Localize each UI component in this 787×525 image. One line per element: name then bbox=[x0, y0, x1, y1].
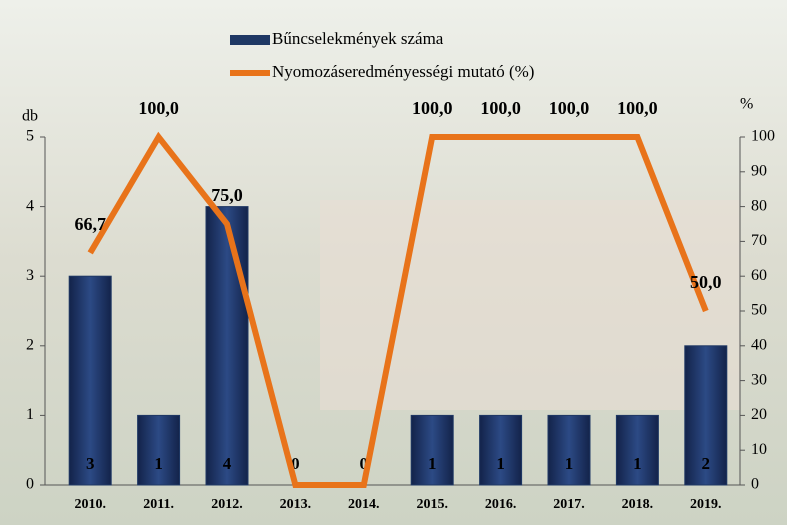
bar bbox=[137, 414, 181, 486]
bar-label: 1 bbox=[496, 454, 505, 473]
line-label: 75,0 bbox=[211, 185, 243, 205]
x-tick-label: 2017. bbox=[553, 497, 585, 512]
legend-swatch bbox=[230, 35, 270, 45]
line-label: 100,0 bbox=[138, 98, 179, 118]
y-tick-label: 1 bbox=[26, 406, 34, 423]
x-tick-label: 2018. bbox=[622, 497, 654, 512]
y-tick-label: 2 bbox=[26, 336, 34, 353]
bar bbox=[205, 206, 249, 486]
line-label: 100,0 bbox=[412, 98, 453, 118]
y2-tick-label: 20 bbox=[751, 406, 767, 423]
bar bbox=[479, 414, 523, 486]
bar bbox=[410, 414, 454, 486]
x-tick-label: 2012. bbox=[211, 497, 243, 512]
y-tick-label: 4 bbox=[26, 197, 34, 214]
bar-label: 3 bbox=[86, 454, 95, 473]
y-tick-label: 3 bbox=[26, 267, 34, 284]
legend-label: Bűncselekmények száma bbox=[272, 29, 444, 48]
y-tick-label: 0 bbox=[26, 476, 34, 493]
x-tick-label: 2016. bbox=[485, 497, 517, 512]
y-axis-label: db bbox=[22, 108, 38, 125]
line bbox=[87, 131, 709, 488]
y2-axis-label: % bbox=[740, 96, 753, 113]
bar bbox=[684, 345, 728, 486]
bar bbox=[547, 414, 591, 486]
bar-label: 2 bbox=[702, 454, 711, 473]
x-tick-label: 2010. bbox=[74, 497, 106, 512]
bar-label: 0 bbox=[291, 454, 300, 473]
line-label: 100,0 bbox=[617, 98, 658, 118]
legend-label: Nyomozáseredményességi mutató (%) bbox=[272, 62, 534, 81]
y2-tick-label: 100 bbox=[751, 128, 775, 145]
y2-tick-label: 0 bbox=[751, 476, 759, 493]
y2-tick-label: 60 bbox=[751, 267, 767, 284]
bar-label: 4 bbox=[223, 454, 232, 473]
x-tick-label: 2015. bbox=[416, 497, 448, 512]
line-label: 66,7 bbox=[74, 214, 106, 234]
x-tick-label: 2013. bbox=[280, 497, 312, 512]
bar-label: 1 bbox=[428, 454, 437, 473]
line-label: 100,0 bbox=[480, 98, 521, 118]
bar bbox=[615, 414, 659, 486]
x-tick-label: 2011. bbox=[143, 497, 174, 512]
y2-tick-label: 40 bbox=[751, 336, 767, 353]
bar-label: 1 bbox=[154, 454, 163, 473]
y-tick-label: 5 bbox=[26, 128, 34, 145]
y2-tick-label: 50 bbox=[751, 302, 767, 319]
y2-tick-label: 30 bbox=[751, 371, 767, 388]
y2-tick-label: 70 bbox=[751, 232, 767, 249]
line-label: 50,0 bbox=[690, 272, 722, 292]
y2-tick-label: 10 bbox=[751, 441, 767, 458]
bar-label: 1 bbox=[633, 454, 642, 473]
x-tick-label: 2014. bbox=[348, 497, 380, 512]
x-tick-label: 2019. bbox=[690, 497, 722, 512]
y2-tick-label: 80 bbox=[751, 197, 767, 214]
bar-label: 0 bbox=[360, 454, 369, 473]
bar-label: 1 bbox=[565, 454, 574, 473]
background-building bbox=[320, 200, 740, 410]
y2-tick-label: 90 bbox=[751, 162, 767, 179]
bar bbox=[68, 275, 112, 486]
line-label: 100,0 bbox=[549, 98, 590, 118]
